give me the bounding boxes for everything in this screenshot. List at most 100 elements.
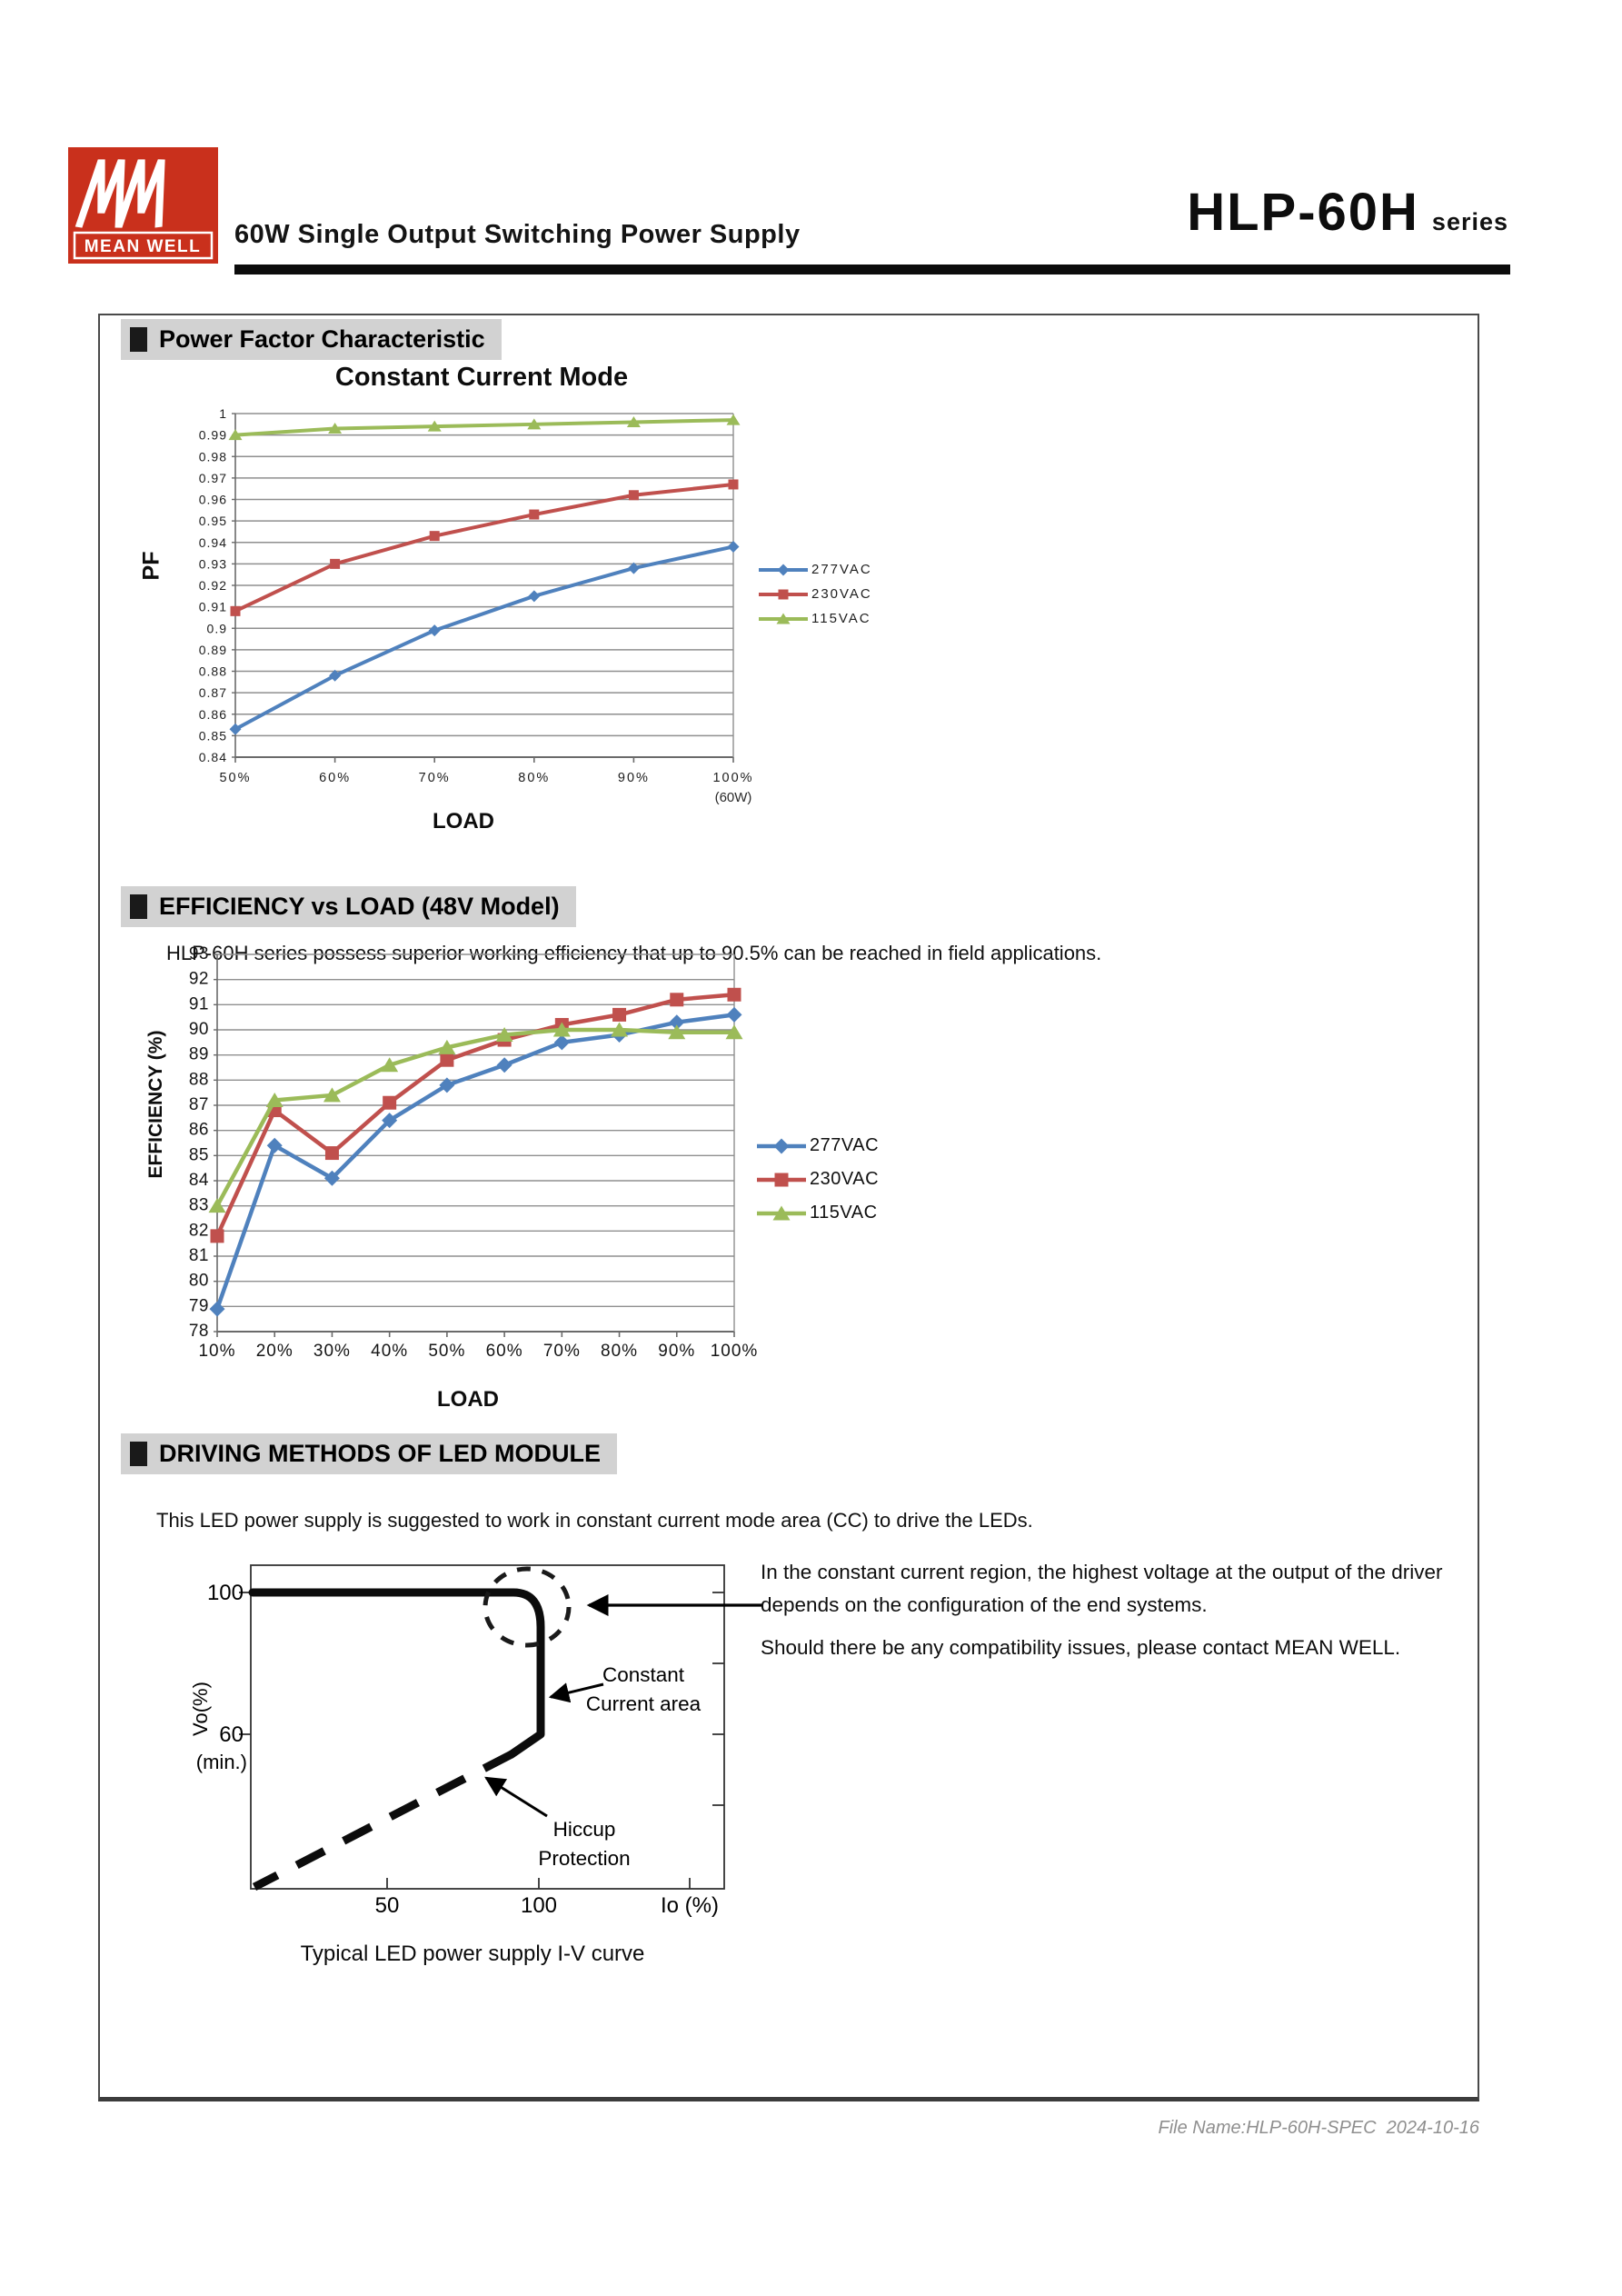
y-tick-label: 0.99 xyxy=(199,428,227,443)
logo-brand-strip xyxy=(73,231,214,260)
series-marker xyxy=(210,1229,224,1243)
y-tick-label: 88 xyxy=(189,1070,209,1089)
x-tick-label: 60% xyxy=(319,771,351,785)
section-header-power-factor: Power Factor Characteristic xyxy=(121,319,502,360)
x-tick-label: 70% xyxy=(543,1342,581,1361)
series-marker xyxy=(381,1057,399,1073)
legend-item-277VAC: 277VAC xyxy=(757,1129,879,1163)
cv-cc-curve xyxy=(248,1588,545,1759)
x-tick-50: 50 xyxy=(375,1893,400,1918)
hiccup-label-line2: Protection xyxy=(538,1847,630,1870)
y-tick-label: 0.92 xyxy=(199,578,227,593)
section-bullet-icon xyxy=(130,327,147,352)
hiccup-arrow xyxy=(484,1776,548,1818)
legend-marker xyxy=(776,613,791,624)
highlight-circle xyxy=(483,1566,572,1648)
y-tick-label: 0.86 xyxy=(199,707,227,722)
y-tick-label: 0.89 xyxy=(199,643,227,657)
series-marker xyxy=(323,1087,341,1103)
diagram-x-axis-label: Io (%) xyxy=(661,1893,719,1918)
y-tick-label: 1 xyxy=(219,406,227,421)
legend-marker-icon xyxy=(759,564,808,575)
y-tick-label: 86 xyxy=(189,1121,209,1140)
legend-marker xyxy=(778,589,789,599)
y-tick-label: 0.98 xyxy=(199,449,227,464)
series-marker xyxy=(266,1137,283,1153)
efficiency-y-axis-label: EFFICIENCY (%) xyxy=(145,1030,166,1179)
y-tick-label: 89 xyxy=(189,1045,209,1064)
series-marker xyxy=(728,479,739,490)
hiccup-protection-line xyxy=(252,1751,514,1891)
series-marker xyxy=(496,1057,512,1073)
y-tick-label: 92 xyxy=(189,970,209,989)
x-tick-label: 70% xyxy=(419,771,451,785)
brand-name: MEAN WELL xyxy=(85,237,202,256)
diagram-y-axis-label: Vo(%) xyxy=(189,1682,212,1736)
series-marker xyxy=(208,1198,226,1213)
x-tick-label: 50% xyxy=(219,771,251,785)
iv-curve-diagram: 100 60 (min.) Vo(%) 50 100 Io (%) Consta… xyxy=(189,1564,763,1918)
mean-well-logo-graphic: MEAN WELL xyxy=(68,147,218,264)
x-tick-label: 20% xyxy=(256,1342,294,1361)
series-marker xyxy=(727,987,741,1002)
content-box xyxy=(98,314,1479,2101)
diagram-plot-frame xyxy=(250,1564,725,1890)
y-tick-label: 91 xyxy=(189,994,209,1013)
led-notes: In the constant current region, the high… xyxy=(761,1556,1460,1673)
series-marker xyxy=(626,415,641,427)
series-marker xyxy=(328,423,343,434)
x-tick-label: 80% xyxy=(518,771,550,785)
y-tick-label: 78 xyxy=(189,1322,209,1341)
y-tick-label: 85 xyxy=(189,1145,209,1164)
series-line-277VAC xyxy=(234,544,734,732)
x-tick-label: 100% xyxy=(712,771,753,785)
y-tick-label: 0.9 xyxy=(207,621,227,635)
pf-chart-title: Constant Current Mode xyxy=(334,363,629,392)
series-marker xyxy=(628,490,639,501)
y-tick-label: 0.85 xyxy=(199,728,227,743)
series-line-277VAC xyxy=(214,1013,735,1310)
series-marker xyxy=(528,590,541,603)
y-tick-label: 80 xyxy=(189,1272,209,1291)
legend-label: 230VAC xyxy=(811,586,872,602)
y-tick-label: 0.96 xyxy=(199,493,227,507)
y-tick-label: 87 xyxy=(189,1095,209,1114)
y-tick-label: 93 xyxy=(189,944,209,963)
x-tick-label: 80% xyxy=(601,1342,638,1361)
mw-logo-glyph xyxy=(75,159,165,228)
series-marker xyxy=(611,1022,629,1037)
section-header-driving-methods: DRIVING METHODS OF LED MODULE xyxy=(121,1433,617,1474)
series-marker xyxy=(612,1007,627,1022)
y-tick-60: 60 xyxy=(219,1722,244,1747)
series-marker xyxy=(209,1301,225,1317)
series-marker xyxy=(668,1024,686,1040)
series-marker xyxy=(383,1095,397,1110)
legend-label: 230VAC xyxy=(810,1169,880,1189)
y-tick-label: 0.93 xyxy=(199,556,227,571)
y-tick-100: 100 xyxy=(207,1581,244,1605)
y-tick-label: 0.97 xyxy=(199,471,227,485)
section-title: DRIVING METHODS OF LED MODULE xyxy=(159,1440,601,1467)
y-tick-label: 0.95 xyxy=(199,514,227,528)
legend-item-230VAC: 230VAC xyxy=(757,1163,879,1196)
efficiency-description: HLP-60H series possess superior working … xyxy=(166,942,1102,964)
series-marker xyxy=(265,1092,284,1107)
legend-marker-icon xyxy=(759,589,808,599)
iv-curve-caption: Typical LED power supply I-V curve xyxy=(300,1942,645,1966)
section-header-efficiency: EFFICIENCY vs LOAD (48V Model) xyxy=(121,886,576,927)
series-marker xyxy=(428,624,441,637)
legend-marker xyxy=(777,564,790,575)
series-marker xyxy=(324,1146,339,1161)
x-tick-label: 60% xyxy=(486,1342,523,1361)
y-tick-label: 79 xyxy=(189,1296,209,1315)
legend-marker xyxy=(773,1138,790,1153)
y-tick-label: 0.87 xyxy=(199,685,227,700)
x-tick-label: 50% xyxy=(428,1342,465,1361)
series-marker xyxy=(427,420,442,432)
y-tick-label: 83 xyxy=(189,1196,209,1215)
series-marker xyxy=(670,993,684,1007)
series-marker xyxy=(230,605,241,616)
y-tick-label: 82 xyxy=(189,1221,209,1240)
section-bullet-icon xyxy=(130,1442,147,1466)
legend-item-230VAC: 230VAC xyxy=(759,582,872,606)
